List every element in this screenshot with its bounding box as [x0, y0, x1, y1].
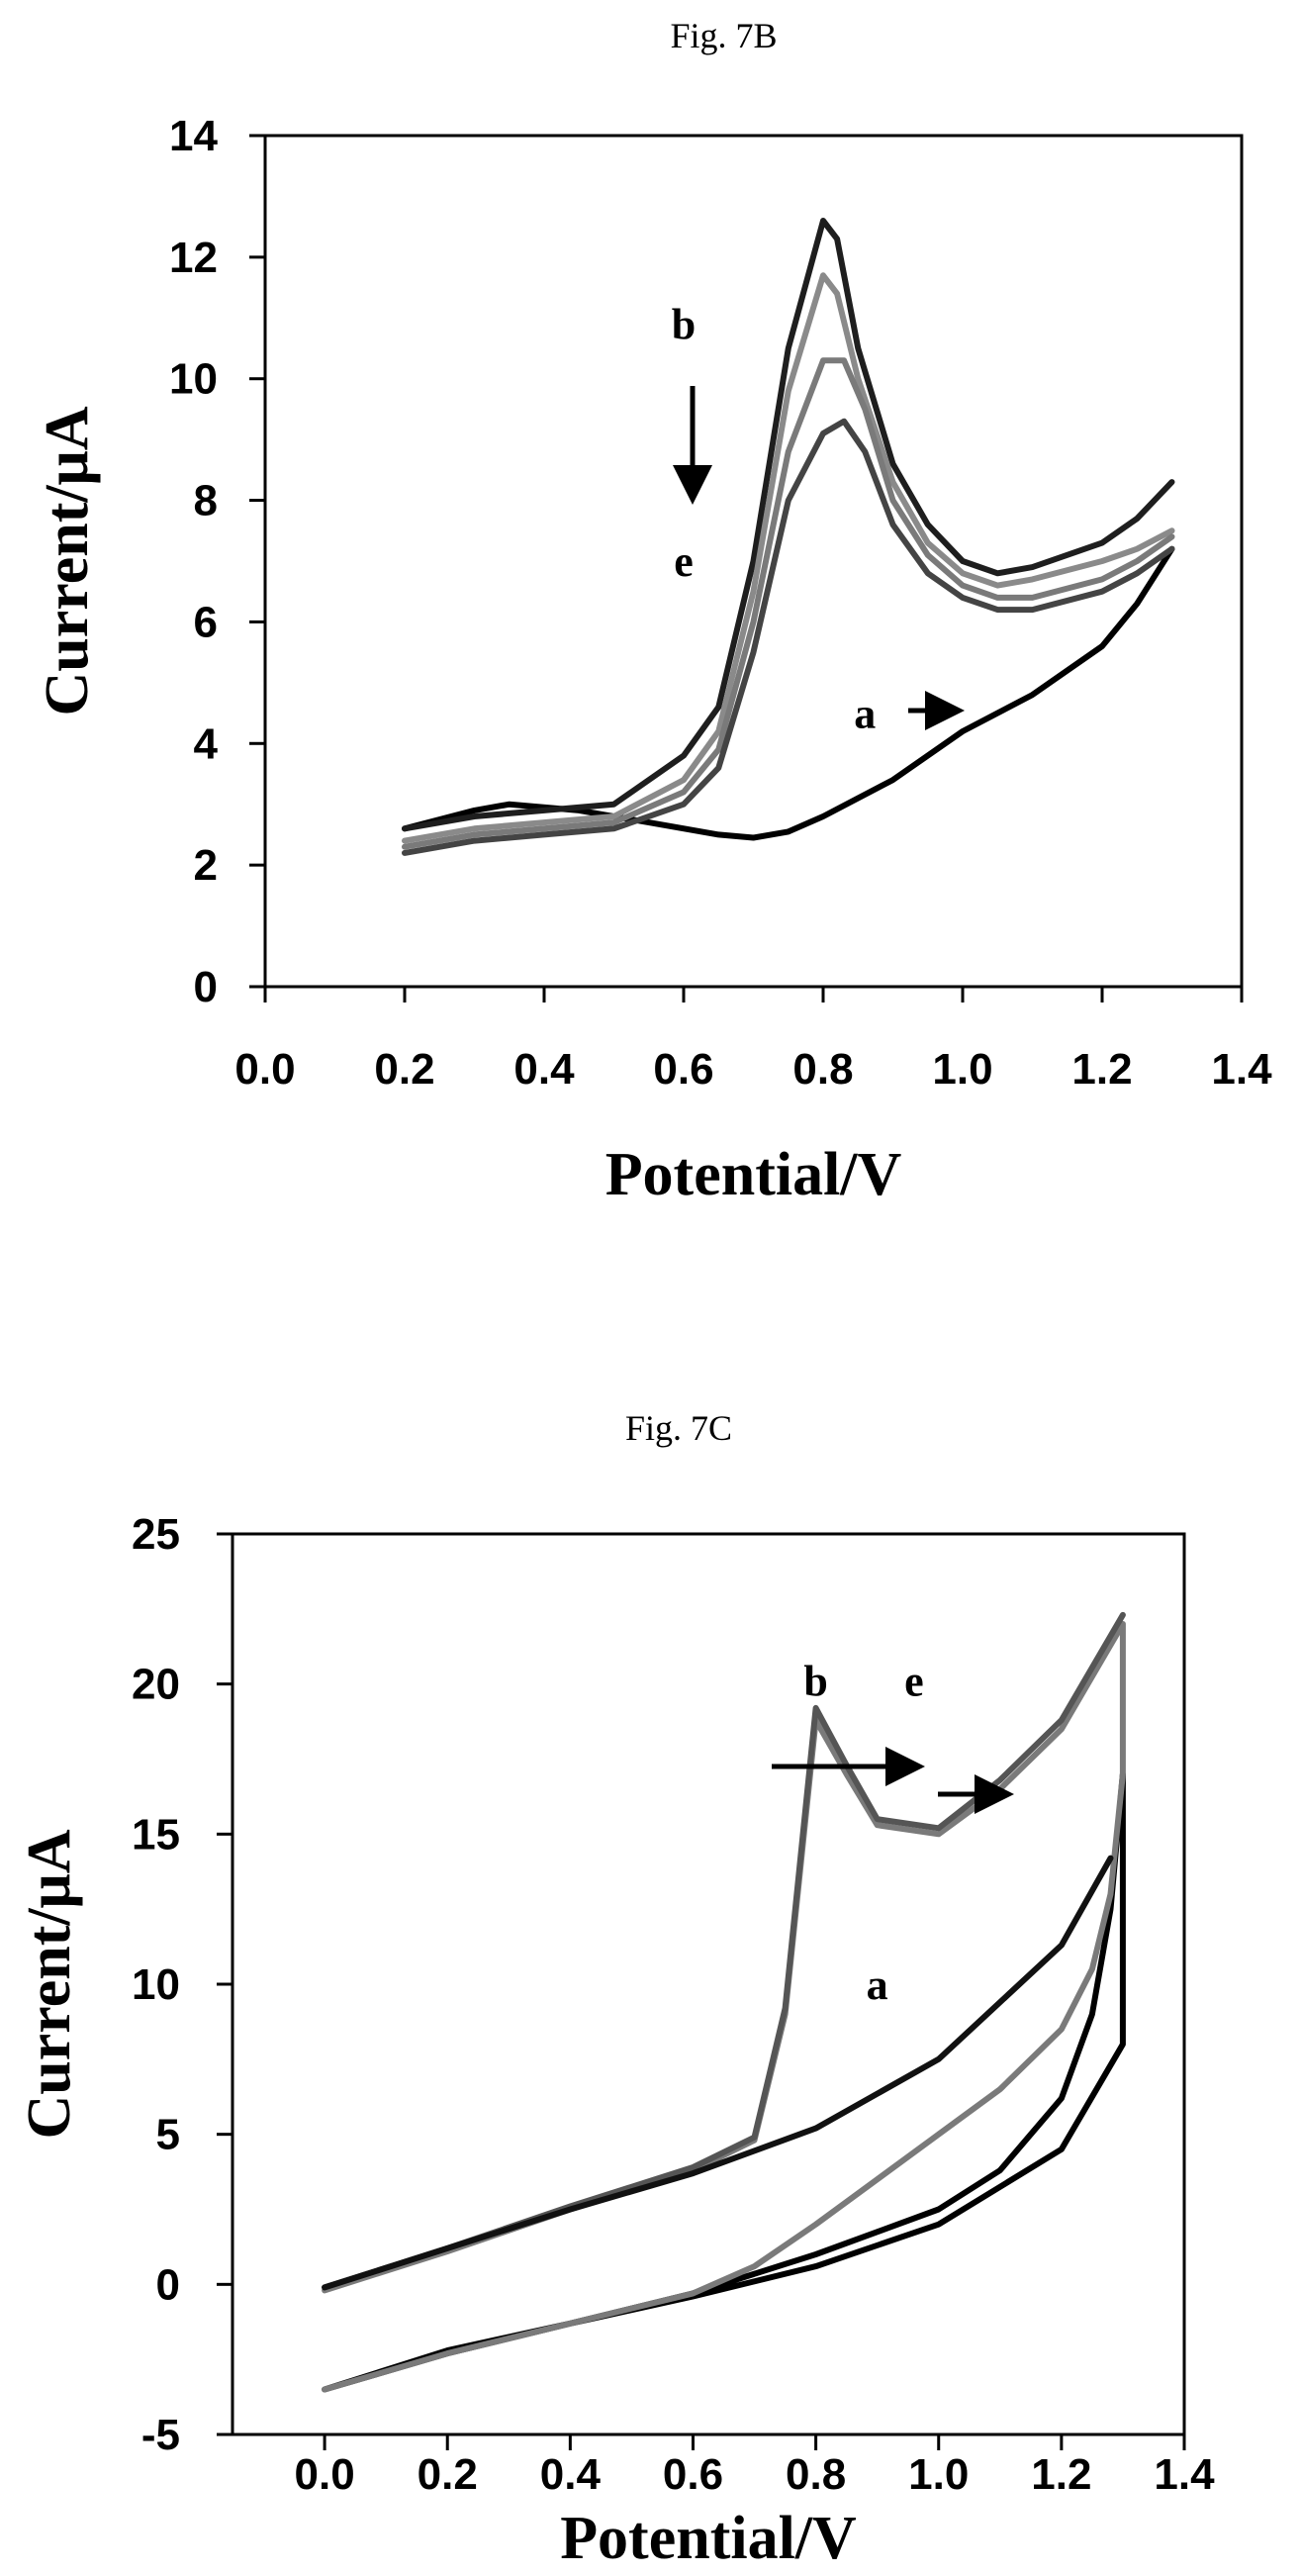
y-tick-label: 20: [132, 1661, 180, 1709]
curve-label-b: b: [803, 1658, 827, 1706]
x-tick-label: 1.0: [932, 1045, 992, 1094]
x-tick-label: 0.0: [234, 1045, 295, 1094]
curve-label-e: e: [904, 1658, 924, 1706]
x-tick-label: 0.6: [663, 2450, 723, 2499]
y-tick-label: 6: [194, 598, 218, 646]
y-tick-label: 25: [132, 1510, 180, 1559]
y-tick-label: 10: [169, 355, 218, 404]
y-tick-label: 5: [156, 2111, 180, 2159]
series-line-b: [402, 218, 1175, 832]
series-line-a-forward: [322, 1855, 1114, 2291]
y-tick-label: 15: [132, 1810, 180, 1859]
y-tick-label: -5: [141, 2411, 180, 2459]
x-tick-label: 0.6: [653, 1045, 713, 1094]
y-tick-label: 4: [194, 719, 219, 768]
x-tick-label: 1.2: [1071, 1045, 1132, 1094]
x-tick-label: 0.2: [418, 2450, 478, 2499]
y-tick-label: 12: [169, 234, 218, 282]
x-tick-label: 1.0: [908, 2450, 969, 2499]
series-line-c: [402, 272, 1175, 844]
x-tick-label: 0.8: [792, 1045, 853, 1094]
series-line-e: [402, 418, 1175, 856]
curve-label-a: a: [854, 690, 876, 738]
chart-0: Fig. 7B 0 2 4 6 8 10 12 14 0.0 0.2 0.4 0.6 0.8 1.0 1.2 1…: [34, 16, 1272, 1208]
x-axis-title: Potential/V: [605, 1141, 902, 1208]
chart-1: Fig. 7C -5 0 5 10 15 20 25 0.0 0.2 0.4 0.6 0.8 1.0 1.2…: [16, 1408, 1215, 2572]
series-line-a: [322, 1770, 1126, 2393]
y-tick-label: 0: [156, 2260, 180, 2309]
curve-label-e: e: [674, 537, 694, 586]
x-tick-label: 0.0: [295, 2450, 355, 2499]
x-tick-label: 0.2: [374, 1045, 434, 1094]
y-axis-title: Current/μA: [16, 1829, 83, 2139]
chart-title: Fig. 7B: [670, 16, 777, 55]
series-line-a: [402, 545, 1175, 841]
x-axis-title: Potential/V: [560, 2505, 857, 2572]
y-tick-label: 2: [194, 841, 218, 890]
y-tick-label: 8: [194, 477, 218, 525]
y-tick-label: 0: [194, 963, 218, 1011]
x-tick-label: 0.4: [540, 2450, 602, 2499]
plot-frame: [263, 134, 1244, 989]
x-tick-label: 1.2: [1031, 2450, 1091, 2499]
plot-frame: [231, 1532, 1186, 2436]
curve-label-b: b: [672, 300, 696, 348]
y-tick-label: 10: [132, 1960, 180, 2009]
x-tick-label: 1.4: [1154, 2450, 1215, 2499]
y-tick-label: 14: [169, 112, 218, 160]
x-tick-label: 1.4: [1211, 1045, 1272, 1094]
curve-label-a: a: [867, 1960, 888, 2009]
chart-title: Fig. 7C: [625, 1408, 732, 1448]
series-line-d: [402, 357, 1175, 850]
series-line-b: [322, 1621, 1126, 2393]
x-tick-label: 0.8: [786, 2450, 846, 2499]
x-tick-label: 0.4: [513, 1045, 575, 1094]
y-axis-title: Current/μA: [34, 406, 101, 716]
